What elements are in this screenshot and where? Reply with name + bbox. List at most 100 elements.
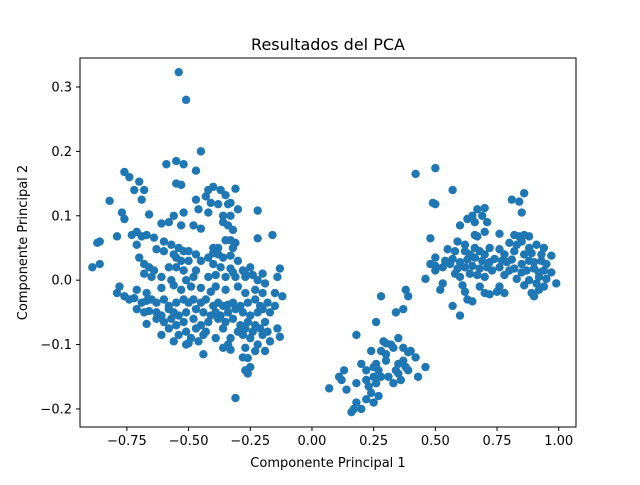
data-point-155: [243, 298, 252, 307]
data-point-308: [460, 263, 470, 272]
data-point-119: [142, 288, 151, 298]
data-point-408: [389, 379, 398, 388]
data-point-320: [539, 266, 549, 275]
data-point-179: [258, 304, 267, 314]
data-point-120: [157, 283, 166, 293]
data-point-17: [176, 180, 186, 190]
data-point-356: [401, 285, 410, 295]
data-point-217: [275, 332, 285, 342]
data-point-79: [218, 253, 228, 262]
data-point-31: [204, 208, 213, 217]
data-point-386: [421, 362, 430, 372]
data-point-380: [404, 366, 413, 375]
data-point-146: [189, 295, 198, 304]
data-point-306: [445, 259, 455, 269]
data-point-346: [534, 285, 544, 295]
data-point-338: [519, 281, 529, 290]
data-point-315: [510, 264, 519, 273]
x-tick-label: 1.00: [544, 434, 573, 449]
data-point-269: [517, 237, 526, 246]
data-point-106: [181, 275, 191, 285]
data-point-244: [515, 197, 524, 206]
data-point-334: [438, 279, 447, 288]
data-point-189: [221, 317, 230, 327]
data-point-183: [167, 314, 176, 324]
data-point-8: [125, 172, 134, 182]
data-point-285: [547, 251, 556, 260]
data-point-328: [500, 270, 509, 280]
data-point-100: [275, 264, 285, 273]
data-point-232: [243, 369, 252, 378]
data-point-187: [204, 317, 213, 327]
data-point-377: [399, 356, 408, 365]
data-point-33: [226, 211, 235, 220]
data-point-114: [260, 279, 270, 288]
y-axis-ticks: −0.2 −0.1 0.0 0.1 0.2 0.3: [40, 80, 80, 417]
data-point-344: [492, 287, 502, 296]
data-point-399: [352, 398, 361, 407]
data-point-116: [115, 282, 124, 291]
data-point-371: [366, 346, 376, 356]
x-tick-label: −0.50: [169, 434, 209, 449]
data-point-136: [130, 294, 139, 303]
data-point-388: [376, 372, 386, 381]
data-point-324: [455, 272, 465, 282]
data-point-212: [211, 333, 220, 343]
data-point-82: [88, 263, 97, 272]
data-point-381: [357, 359, 366, 369]
data-point-400: [357, 404, 366, 414]
data-point-353: [468, 297, 477, 306]
data-point-174: [223, 308, 233, 317]
data-point-190: [228, 314, 238, 324]
data-point-103: [147, 272, 156, 282]
data-point-336: [475, 282, 484, 291]
data-point-160: [132, 304, 141, 314]
data-point-111: [231, 272, 240, 282]
data-point-389: [362, 375, 371, 385]
plot-frame: [79, 57, 577, 428]
data-point-369: [411, 353, 420, 362]
data-point-52: [167, 240, 176, 249]
data-point-69: [152, 245, 161, 254]
data-point-88: [164, 263, 174, 272]
data-point-310: [475, 264, 484, 273]
data-point-251: [470, 218, 480, 227]
data-point-382: [362, 366, 371, 375]
data-point-370: [389, 343, 398, 352]
data-point-140: [152, 298, 161, 307]
data-point-355: [376, 292, 386, 301]
data-point-312: [487, 266, 497, 275]
data-point-396: [374, 391, 383, 401]
data-point-387: [413, 372, 423, 381]
data-point-198: [181, 327, 191, 336]
data-point-104: [157, 272, 166, 282]
data-point-45: [120, 214, 129, 224]
data-point-281: [510, 246, 519, 256]
data-point-249: [463, 214, 472, 224]
data-point-262: [426, 234, 435, 243]
data-point-99: [258, 269, 267, 278]
data-point-64: [253, 234, 262, 243]
data-point-317: [522, 266, 531, 275]
data-point-405: [342, 385, 351, 394]
data-point-235: [223, 340, 233, 349]
data-point-102: [139, 269, 149, 278]
data-point-92: [209, 259, 218, 269]
data-point-121: [169, 281, 178, 290]
data-point-223: [241, 343, 250, 352]
data-point-9: [135, 177, 144, 186]
data-point-22: [231, 184, 240, 193]
data-point-273: [443, 245, 452, 254]
data-point-199: [191, 324, 201, 333]
data-point-50: [149, 233, 159, 242]
data-point-326: [473, 270, 482, 280]
data-point-215: [246, 333, 255, 343]
data-point-181: [152, 314, 161, 324]
data-point-398: [362, 395, 371, 404]
data-point-153: [228, 298, 238, 307]
data-point-24: [191, 195, 201, 204]
data-point-55: [184, 246, 193, 256]
